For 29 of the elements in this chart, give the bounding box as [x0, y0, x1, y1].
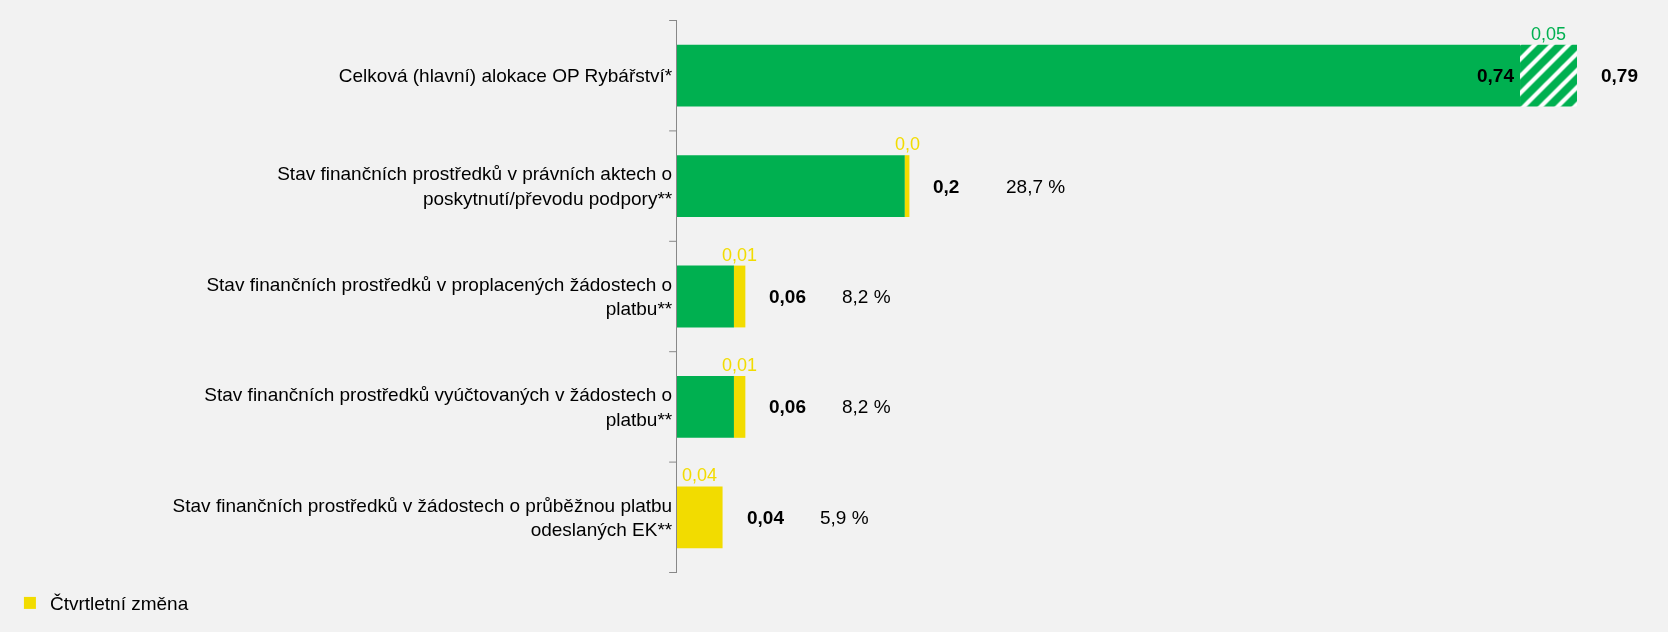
total-label: 0,79 [1601, 65, 1638, 86]
bar [677, 44, 1521, 107]
annotation: 8,2 % [842, 286, 891, 307]
total-label: 0,06 [769, 286, 806, 307]
data-label: 0,05 [1531, 24, 1567, 44]
data-label: 0,01 [722, 245, 758, 265]
bar [677, 155, 905, 218]
legend-label: Čtvrtletní změna [49, 593, 189, 615]
total-label: 0,06 [769, 396, 806, 417]
y-tick-label: Stav finančních prostředků v žádostech o průběžnou platbu odeslaných EK** [172, 494, 673, 541]
bar [677, 265, 734, 328]
bar [677, 375, 734, 438]
data-label: 0,01 [722, 355, 758, 375]
annotation: 8,2 % [842, 396, 891, 417]
annotation: 5,9 % [820, 507, 869, 528]
data-label: 0,04 [747, 507, 785, 528]
y-tick-label: Stav finančních prostředků vyúčtovaných v žádostech o platbu** [204, 384, 673, 430]
y-tick-label: Stav finančních prostředků v proplacených žádostech o platbu** [206, 273, 673, 320]
bar [677, 486, 723, 549]
total-label: 0,2 [933, 176, 960, 197]
total-label: 0,04 [682, 465, 718, 485]
y-tick-label: Stav finančních prostředků v právních aktech o poskytnutí/převodu podpory** [277, 163, 673, 210]
data-label: 0,0 [895, 134, 921, 154]
data-label: 0,74 [1477, 65, 1515, 86]
bar [733, 265, 746, 328]
bar [1520, 44, 1577, 107]
y-tick-label: Celková (hlavní) alokace OP Rybářství* [338, 65, 673, 87]
annotation: 28,7 % [1006, 176, 1066, 197]
bar [733, 375, 746, 438]
